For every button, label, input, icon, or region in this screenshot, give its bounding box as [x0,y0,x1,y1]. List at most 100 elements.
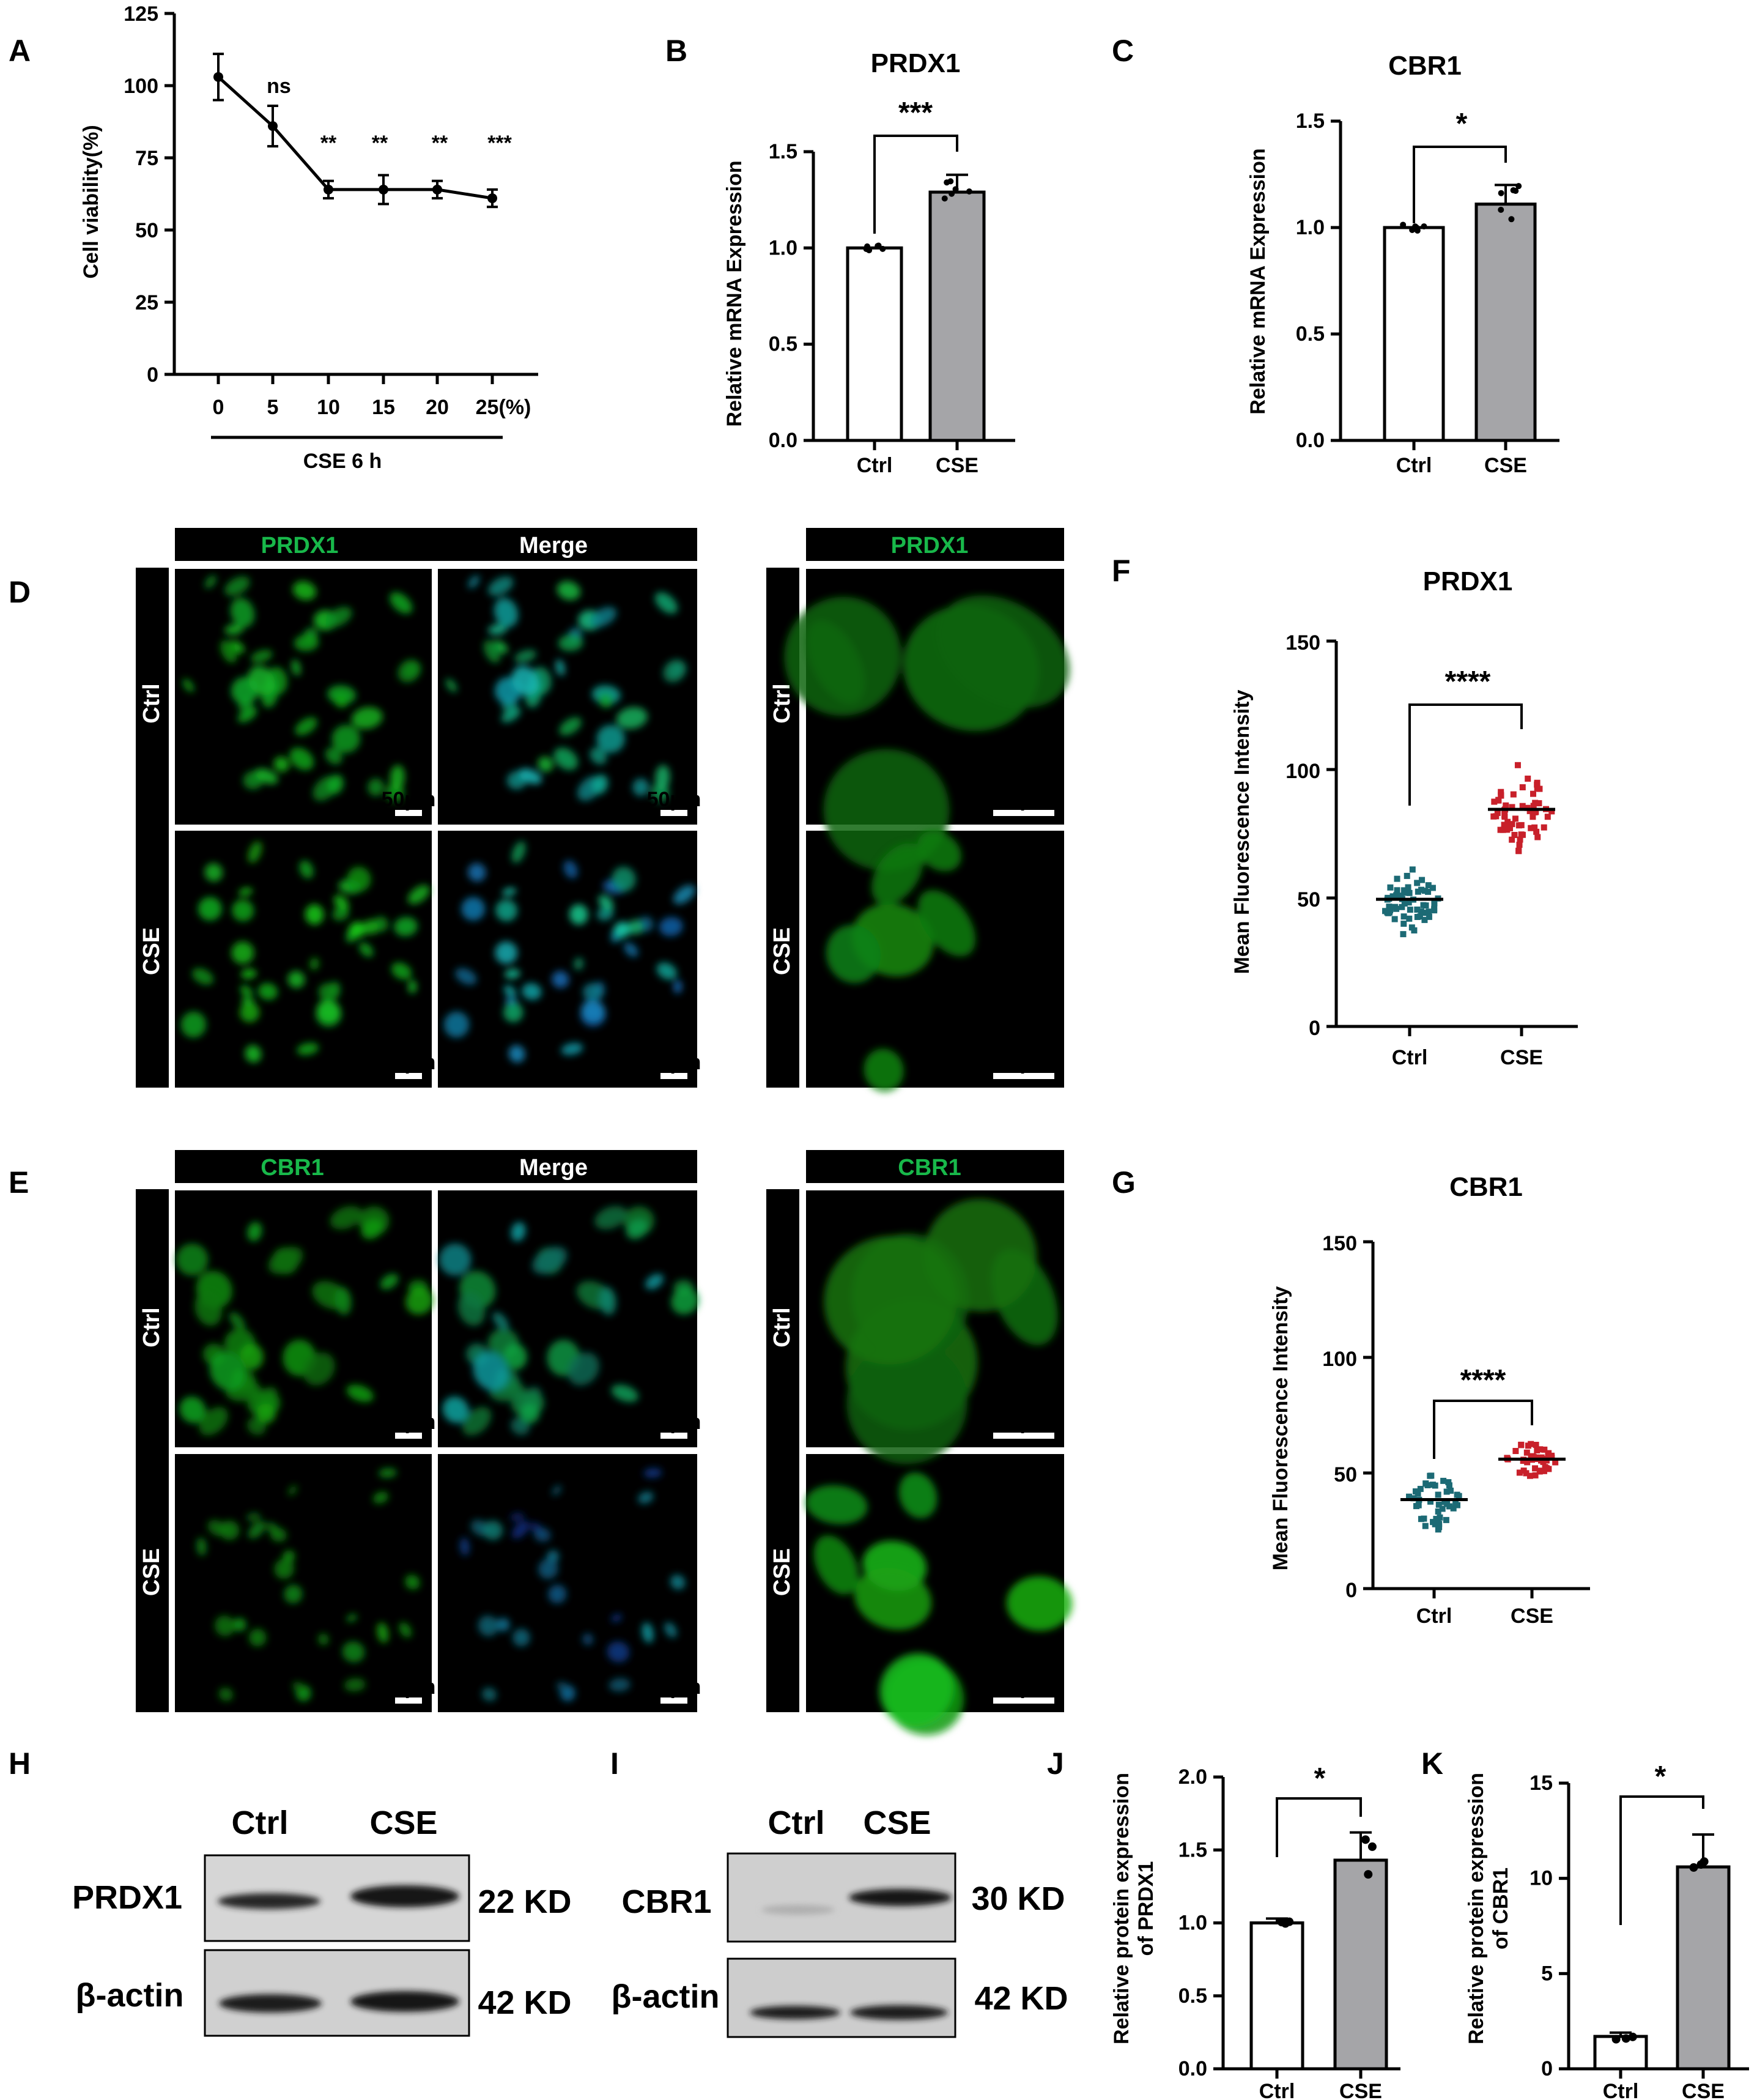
cell-cluster [196,1468,420,1702]
data-point-cse [1541,1446,1548,1453]
cell [864,1048,904,1092]
scale-bar-label: 50μm [997,1675,1051,1699]
cell [199,1407,228,1436]
cell [663,659,686,683]
data-point-ctrl [1405,884,1411,891]
cell [557,581,581,600]
replicate-point [1700,1857,1709,1866]
data-point-cse [1545,1450,1552,1456]
cell [455,968,477,985]
chart-a-sig-5: ns [267,75,291,98]
replicate-point [952,186,959,193]
data-point-ctrl [1452,1501,1459,1507]
data-point-ctrl [1400,931,1407,938]
replicate-point [1367,1842,1377,1851]
data-point-cse [1537,1467,1544,1474]
header-merge: Merge [519,533,588,558]
data-point-cse [1548,808,1555,815]
cell [484,640,500,663]
cell-cluster [459,1468,686,1702]
data-point-ctrl [1435,1526,1441,1533]
blot-i-kd1: 30 KD [971,1880,1065,1917]
data-point-cse [1530,790,1537,797]
chart-j-prdx1-protein: Relative protein expression of PRDX1 0.0… [1110,1762,1400,2100]
x-tick-label: 5 [267,396,279,419]
replicate-point [1510,187,1517,194]
data-point-cse [1528,1454,1534,1461]
cell [664,1622,677,1638]
cell [179,1396,206,1423]
data-point-ctrl [1415,1490,1421,1497]
cell [559,717,582,736]
chart-g-cbr1-mfi: CBR1 Mean Fluorescence Intensity 0 50 100 1… [1269,1172,1590,1628]
data-point-ctrl [1428,1472,1435,1479]
cell [333,895,349,911]
row-label-cse-e: CSE [139,1548,165,1596]
data-point-ctrl [1419,877,1426,883]
cell [232,1617,246,1631]
y-tick-label: 0.5 [1296,322,1325,346]
cell [459,1537,470,1556]
cell [590,748,607,765]
y-tick-label: 75 [135,147,158,170]
data-point-ctrl [1409,866,1416,873]
row-label-cse-e-zoom: CSE [769,1548,795,1596]
cell [659,916,683,937]
row-label-ctrl-zoom: Ctrl [769,683,795,723]
data-point-ctrl [1397,892,1404,899]
y-tick-label: 50 [1297,888,1320,911]
data-point-cse [1516,1469,1523,1476]
chart-b-sig: *** [898,97,933,129]
replicate-point [944,179,950,186]
row-label-cse-zoom: CSE [769,927,795,975]
cell [359,942,374,957]
blot-i-membrane-actin [727,1957,956,2038]
data-point-ctrl [1440,1477,1447,1484]
cell [462,1407,492,1436]
x-tick-label: Ctrl [1603,2080,1639,2100]
replicate-point [1421,223,1427,230]
cell [334,693,349,708]
cell [1006,1576,1073,1631]
y-tick-label: 25 [135,291,158,314]
image-e-cse-cbr1 [175,1454,432,1712]
cell [561,1042,583,1055]
data-point-cse [1532,1472,1539,1479]
chart-k-ylabel-2: of CBR1 [1489,1868,1512,1950]
data-point-cse [1536,800,1542,807]
data-point [379,184,388,195]
replicate-point [1508,216,1515,223]
replicate-point [1621,2034,1630,2043]
cell [257,982,278,1000]
cell [325,748,342,765]
y-tick-label: 0.5 [1178,1984,1207,2008]
x-tick-label: CSE [1339,2080,1382,2100]
data-point-cse [1514,762,1521,768]
cell [248,666,275,696]
cell [563,860,578,879]
cell [854,1567,932,1630]
cell [445,678,457,692]
panel-label-b: B [665,34,687,68]
cell [494,598,519,628]
bar-cse [1474,202,1537,442]
data-point-ctrl [1441,1499,1448,1505]
data-point-cse [1541,824,1547,831]
blot-h-protein-label: PRDX1 [72,1879,182,1916]
row-label-ctrl-e: Ctrl [139,1307,165,1347]
cell [519,1403,540,1424]
data-point-cse [1503,802,1509,809]
cell [532,1247,568,1274]
cell [628,919,643,935]
cell [398,659,421,683]
cell [204,863,223,882]
data-point [487,193,497,204]
cell [363,919,379,935]
y-tick-label: 15 [1530,1772,1553,1795]
x-tick-label: Ctrl [1259,2080,1295,2100]
cell [284,1584,303,1604]
cell [898,1472,938,1519]
cell [608,1678,631,1692]
cell [514,650,537,663]
cell [461,897,486,921]
